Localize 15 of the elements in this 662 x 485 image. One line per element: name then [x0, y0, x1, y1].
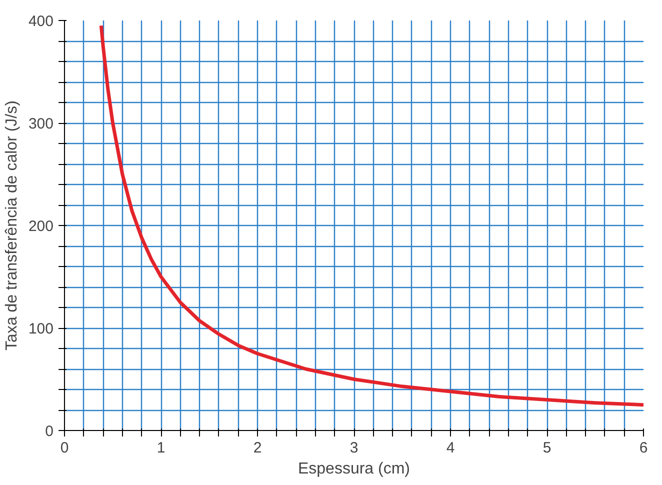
- x-tick-label: 2: [253, 440, 262, 456]
- y-tick-label: 0: [45, 423, 54, 440]
- y-tick-label: 400: [28, 13, 54, 30]
- y-tick-label: 100: [28, 320, 54, 338]
- x-tick-label: 3: [350, 440, 358, 456]
- x-tick-label: 1: [156, 440, 166, 456]
- x-tick-label: 5: [542, 440, 552, 456]
- x-tick-label: 0: [60, 440, 69, 456]
- y-axis-title: Taxa de transferência de calor (J/s): [3, 100, 20, 350]
- x-tick-label: 4: [446, 440, 455, 456]
- x-tick-label: 6: [639, 440, 648, 456]
- x-axis-title: Espessura (cm): [298, 460, 410, 478]
- y-tick-label: 300: [28, 116, 54, 132]
- y-tick-label: 200: [28, 218, 54, 235]
- line-series: [99, 24, 644, 407]
